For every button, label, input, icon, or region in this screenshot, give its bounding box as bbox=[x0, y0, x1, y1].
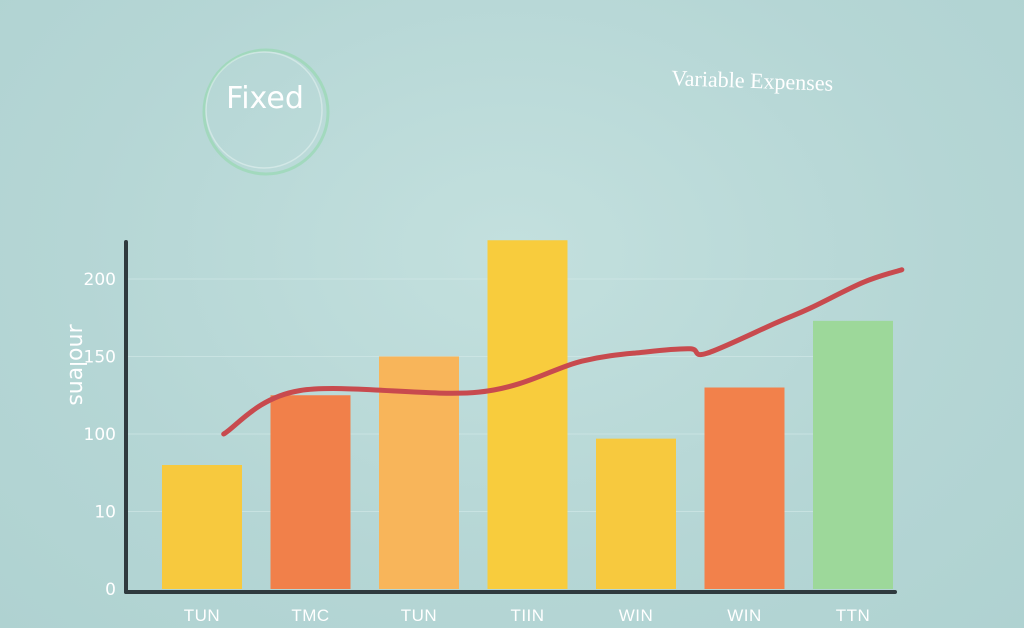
y-tick-label: 150 bbox=[84, 348, 116, 368]
x-tick-labels: TUN TMC TUN TIIN WIN WIN TTN bbox=[184, 606, 871, 625]
y-tick-label: 200 bbox=[84, 270, 116, 290]
x-tick-label: TIIN bbox=[510, 606, 544, 625]
y-axis-label: ɹnolɐns bbox=[64, 324, 89, 405]
trend-line bbox=[221, 267, 905, 437]
fixed-label: Fixed bbox=[226, 81, 304, 116]
bar bbox=[162, 465, 242, 589]
bar bbox=[270, 395, 351, 589]
variable-expenses-label: Variable Expenses bbox=[671, 65, 834, 96]
x-tick-label: TTN bbox=[836, 606, 871, 625]
y-tick-label: 0 bbox=[105, 580, 116, 600]
x-tick-label: TUN bbox=[184, 606, 220, 625]
trend-line-path bbox=[221, 267, 905, 437]
y-tick-labels: 0 10 100 150 200 bbox=[84, 270, 116, 600]
bar bbox=[813, 320, 893, 589]
x-tick-label: WIN bbox=[727, 606, 762, 625]
x-tick-label: WIN bbox=[619, 606, 654, 625]
x-tick-label: TUN bbox=[401, 606, 437, 625]
axes bbox=[124, 240, 897, 594]
fixed-circle bbox=[202, 48, 330, 176]
bar bbox=[596, 438, 676, 589]
y-tick-label: 100 bbox=[84, 425, 116, 445]
y-tick-label: 10 bbox=[94, 503, 116, 523]
x-tick-label: TMC bbox=[291, 606, 329, 625]
bars bbox=[162, 240, 893, 589]
bar bbox=[487, 240, 568, 589]
fixed-annotation: Fixed bbox=[202, 48, 330, 176]
bar bbox=[704, 387, 785, 589]
fixed-circle-inner bbox=[205, 51, 323, 169]
